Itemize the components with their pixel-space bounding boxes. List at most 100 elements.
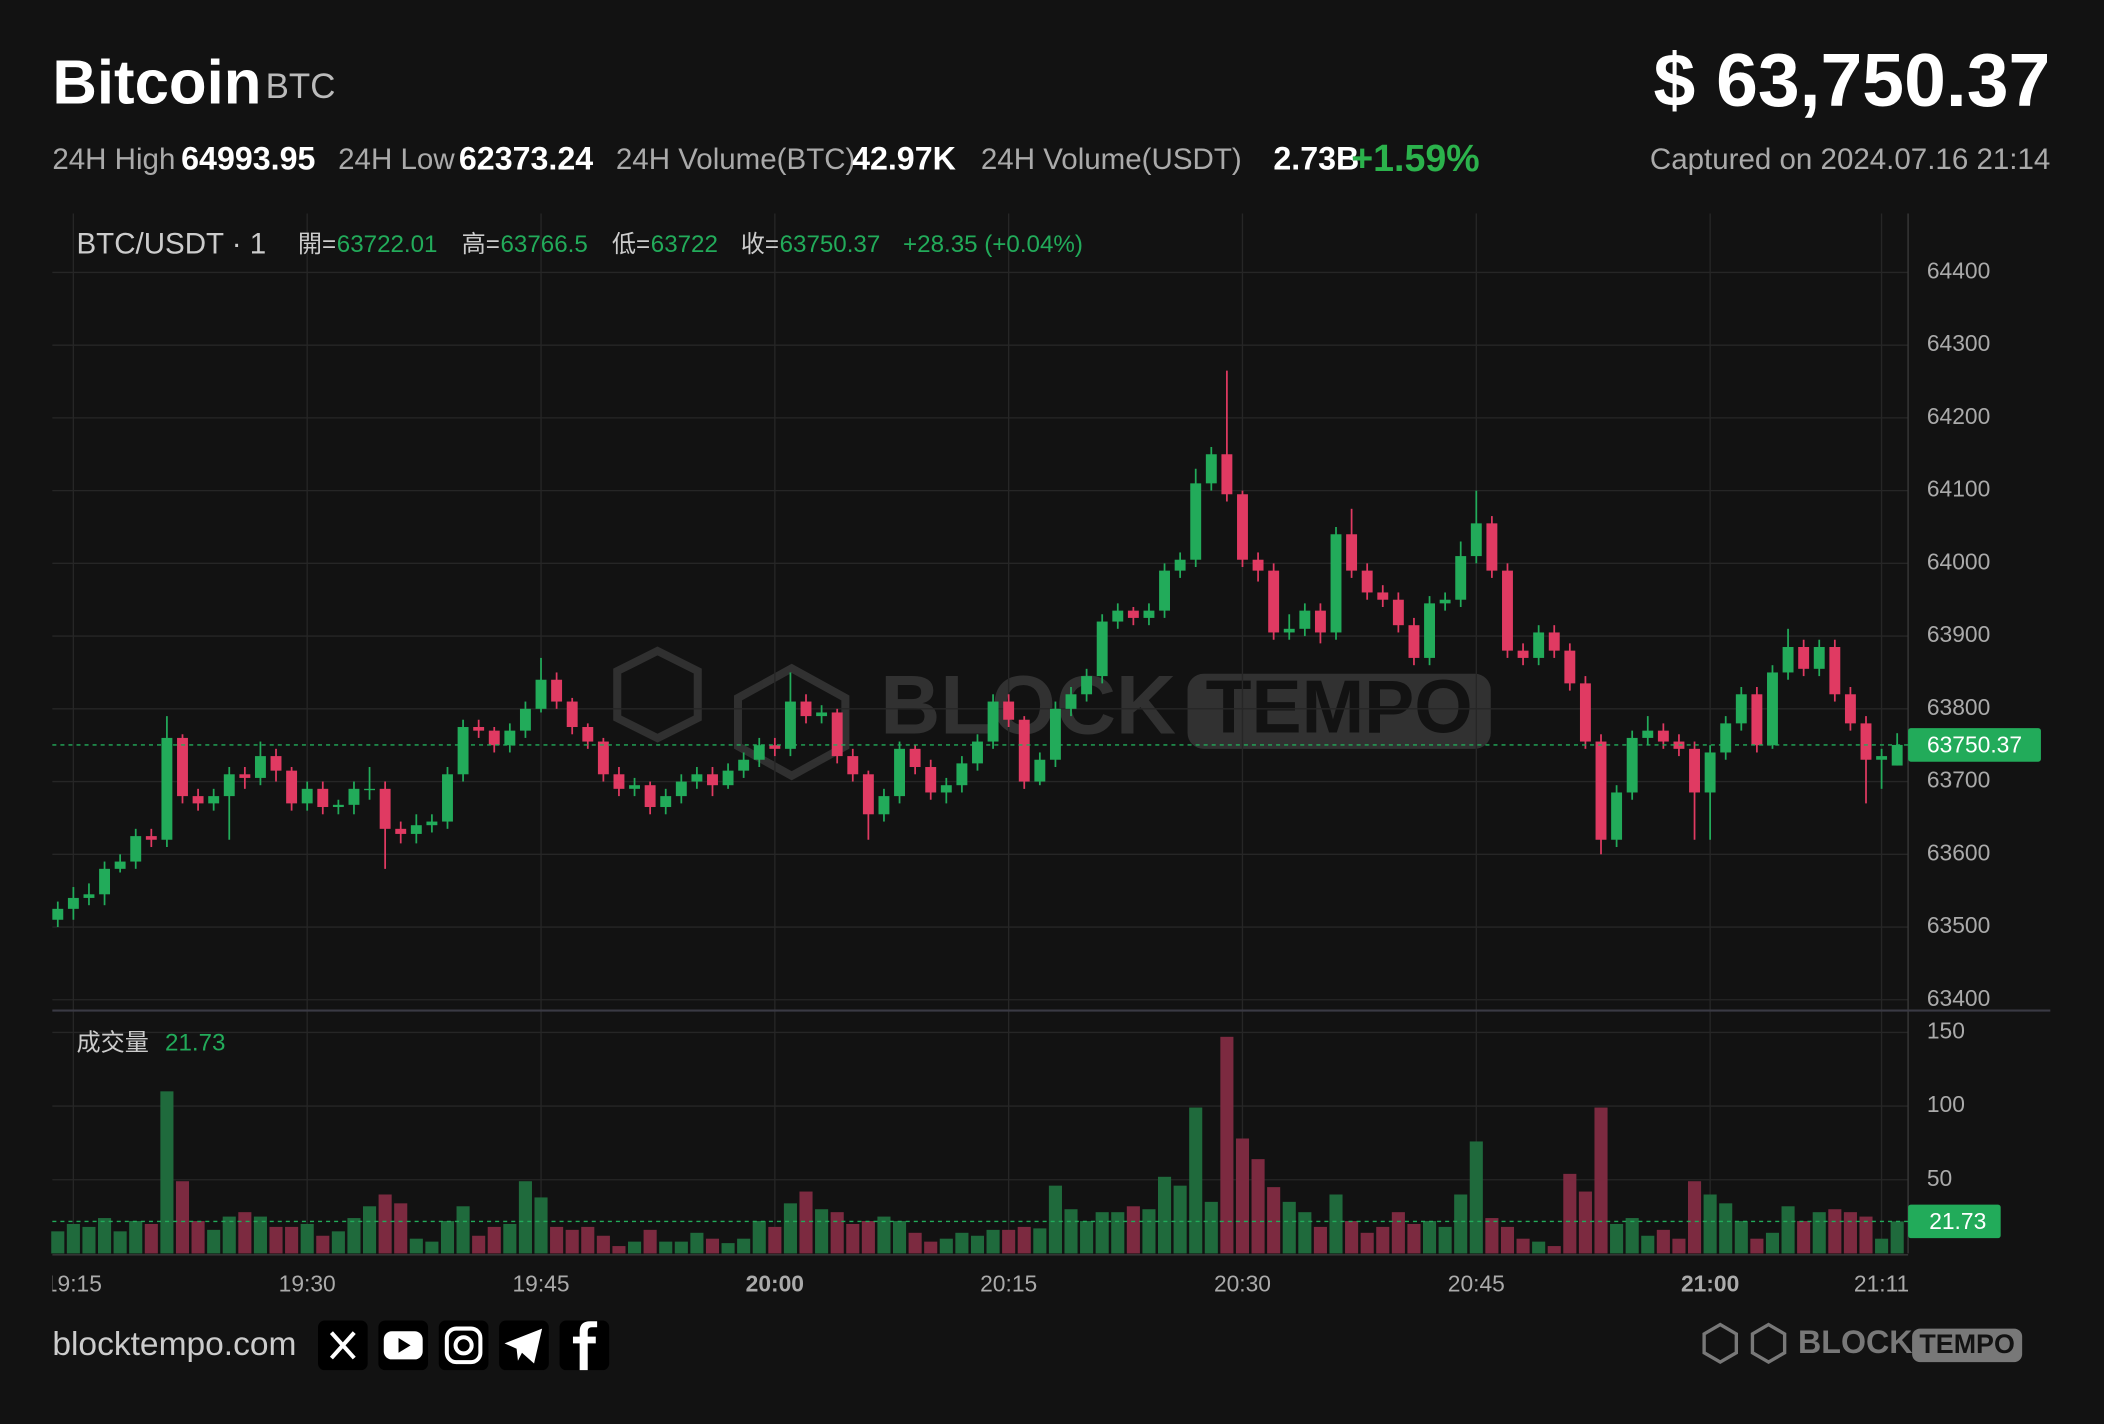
volume-bar — [1126, 1206, 1140, 1254]
legend-value: 63766.5 — [501, 231, 588, 258]
candle-body — [1486, 523, 1498, 571]
candle-body — [691, 774, 703, 782]
candle-body — [130, 836, 142, 862]
candle-body — [707, 774, 718, 786]
volume-bar — [440, 1221, 455, 1254]
instagram-icon[interactable] — [438, 1320, 489, 1371]
candle-body — [847, 756, 859, 775]
volume-bar — [861, 1221, 875, 1254]
stat-value: 62373.24 — [459, 141, 593, 177]
volume-bar — [363, 1206, 377, 1254]
volume-bar — [1797, 1221, 1811, 1254]
candle-body — [972, 741, 983, 764]
candle-body — [675, 781, 687, 797]
candle-body — [364, 788, 376, 791]
candle-body — [722, 770, 734, 786]
site: blocktempo.com — [52, 1326, 296, 1363]
candle-body — [784, 701, 796, 749]
change: +1.59% — [1351, 137, 1479, 179]
volume-bar — [160, 1091, 174, 1254]
legend-value: 63722.01 — [337, 231, 438, 258]
candle-body — [1112, 610, 1124, 622]
volume-bar — [316, 1235, 330, 1254]
candle-body — [379, 788, 391, 829]
volume-bar — [1204, 1201, 1218, 1254]
volume-bar — [705, 1238, 720, 1254]
candle-body — [1813, 647, 1825, 669]
volume-bar — [409, 1238, 423, 1254]
candle-body — [800, 701, 812, 717]
volume-bar — [550, 1226, 564, 1254]
volume-bar — [1298, 1212, 1312, 1254]
candle-body — [1314, 610, 1326, 633]
candle-body — [1377, 592, 1389, 600]
candle-body — [1891, 744, 1903, 766]
candle-body — [660, 796, 672, 808]
volume-bar — [752, 1221, 766, 1254]
legend-change: +28.35 (+0.04%) — [903, 231, 1083, 258]
candle-body — [473, 727, 485, 731]
candle-body — [613, 774, 625, 789]
volume-bar — [518, 1181, 532, 1254]
x-tick-label: 19:15 — [45, 1271, 102, 1297]
social-icons — [318, 1320, 610, 1371]
candle-body — [1081, 676, 1093, 695]
candle-body — [1392, 599, 1404, 626]
candle-body — [1159, 570, 1170, 611]
volume-bar — [1672, 1238, 1686, 1254]
candle-body — [239, 774, 251, 778]
candle-body — [488, 730, 500, 746]
volume-bar — [877, 1216, 891, 1254]
candle-body — [597, 741, 609, 775]
volume-bar — [1781, 1206, 1795, 1254]
volume-bar — [1532, 1241, 1546, 1254]
volume-bar — [191, 1221, 205, 1254]
stat-value: 42.97K — [852, 141, 956, 177]
volume-bar — [207, 1229, 221, 1254]
volume-bar — [1734, 1221, 1748, 1254]
volume-bar — [1095, 1212, 1109, 1254]
volume-bar — [1329, 1194, 1343, 1254]
volume-bar — [783, 1203, 797, 1254]
y-tick-label: 63500 — [1927, 912, 1990, 938]
candle-body — [1346, 534, 1358, 571]
candle-body — [1704, 752, 1716, 793]
legend-value: 63750.37 — [780, 231, 881, 258]
volume-bar — [1220, 1036, 1234, 1254]
volume-bar — [1454, 1194, 1468, 1254]
candle-body — [52, 908, 64, 920]
candle-body — [270, 756, 282, 771]
volume-bar — [1017, 1226, 1031, 1254]
candle-body — [1548, 632, 1560, 651]
volume-bar — [1080, 1221, 1094, 1254]
volume-value: 21.73 — [165, 1029, 225, 1056]
last-price-tag — [1908, 728, 2041, 762]
y-tick-label: 50 — [1927, 1165, 1952, 1191]
volume-bar — [565, 1229, 579, 1254]
y-tick-label: 63800 — [1927, 694, 1990, 720]
volume-bar — [300, 1223, 314, 1254]
volume-bar — [1438, 1226, 1452, 1254]
candle-body — [987, 701, 999, 742]
candle-body — [644, 785, 656, 808]
candle-body — [1127, 610, 1139, 618]
volume-bar — [596, 1235, 610, 1254]
candle-body — [909, 748, 921, 768]
stat-label: 24H Low — [338, 143, 455, 176]
volume-bar — [1142, 1209, 1156, 1254]
legend-value: 63722 — [651, 231, 718, 258]
volume-bar — [51, 1231, 65, 1254]
candle-body — [1595, 741, 1607, 840]
volume-bar — [1360, 1232, 1374, 1254]
volume-bar — [1765, 1232, 1780, 1254]
y-tick-label: 63700 — [1927, 767, 1990, 793]
stat-value: 2.73B — [1273, 141, 1359, 177]
volume-bar — [175, 1181, 190, 1254]
volume-bar — [1407, 1223, 1421, 1254]
legend-label: 收= — [741, 231, 779, 258]
volume-bar — [113, 1231, 127, 1254]
candle-body — [1096, 621, 1108, 677]
volume-bar — [253, 1216, 267, 1254]
instagram-glyph — [444, 1326, 483, 1365]
